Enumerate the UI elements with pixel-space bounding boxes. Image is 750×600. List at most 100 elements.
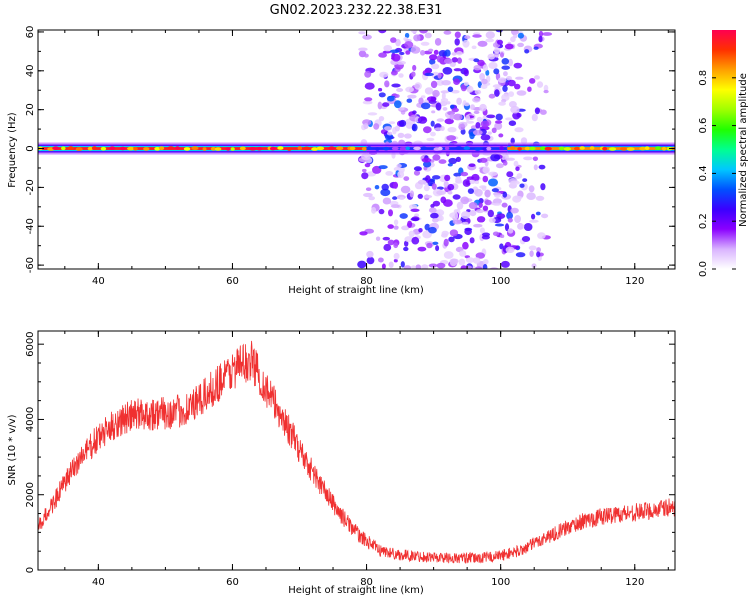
noise-blob — [447, 86, 454, 93]
x-tick-label: 120 — [625, 577, 644, 588]
noise-blob — [529, 78, 536, 84]
noise-blob — [358, 47, 368, 52]
noise-blob — [426, 96, 437, 102]
noise-blob — [482, 175, 489, 183]
noise-blob — [491, 188, 499, 193]
noise-blob — [506, 157, 515, 161]
band-blob — [391, 146, 399, 151]
noise-blob — [410, 46, 421, 54]
noise-blob — [378, 116, 385, 122]
noise-blob — [404, 32, 410, 39]
band-blob — [133, 146, 138, 151]
noise-blob — [447, 163, 453, 167]
band-blob — [383, 146, 389, 151]
colorbar-tick-label: 0.4 — [698, 165, 709, 181]
band-blob — [303, 146, 311, 151]
noise-blob — [536, 247, 541, 253]
band-blob — [574, 146, 580, 151]
noise-blob — [522, 178, 528, 183]
colorbar-tick-label: 0.8 — [698, 70, 709, 86]
noise-blob — [494, 122, 503, 130]
noise-blob — [536, 251, 541, 258]
y-tick-label: 4000 — [25, 407, 36, 432]
noise-blob — [524, 49, 530, 54]
band-blob — [61, 146, 66, 151]
x-tick-label: 100 — [491, 276, 510, 287]
noise-blob — [508, 91, 515, 97]
band-blob — [544, 146, 552, 151]
noise-blob — [534, 75, 540, 80]
noise-blob — [396, 88, 404, 92]
noise-blob — [514, 83, 521, 90]
noise-blob — [443, 58, 453, 64]
noise-blob — [444, 174, 451, 182]
noise-blob — [477, 40, 488, 47]
noise-blob — [467, 188, 474, 195]
noise-blob — [444, 49, 451, 57]
noise-blob — [500, 52, 504, 58]
noise-blob — [490, 153, 501, 162]
noise-blob — [440, 90, 450, 94]
spectrogram-x-label: Height of straight line (km) — [288, 285, 424, 296]
noise-blob — [451, 52, 457, 56]
noise-blob — [411, 265, 416, 269]
noise-blob — [389, 49, 400, 54]
noise-blob — [423, 184, 430, 192]
noise-blob — [460, 265, 468, 269]
noise-blob — [450, 258, 459, 264]
spectrogram-chart: 40 60 80 100 120 60 40 20 0 -20 -40 -60 Height of … — [7, 26, 676, 296]
noise-blob — [458, 123, 466, 131]
noise-blob — [538, 164, 546, 170]
noise-blob — [449, 229, 459, 237]
noise-blob — [407, 220, 413, 228]
noise-blob — [479, 73, 485, 81]
band-blob — [361, 147, 367, 151]
noise-blob — [455, 176, 462, 184]
noise-blob — [409, 204, 418, 210]
noise-blob — [424, 87, 434, 95]
noise-blob — [516, 90, 527, 96]
noise-blob — [468, 202, 478, 210]
band-blob — [437, 146, 443, 151]
noise-blob — [485, 38, 495, 43]
noise-blob — [517, 42, 524, 48]
band-blob — [499, 146, 505, 150]
noise-blob — [503, 71, 508, 77]
noise-blob — [472, 97, 481, 103]
noise-blob — [395, 94, 400, 98]
band-blob — [366, 146, 372, 150]
band-blob — [159, 146, 165, 150]
noise-blob — [424, 32, 432, 39]
noise-blob — [432, 241, 439, 245]
noise-blob — [502, 85, 508, 92]
noise-blob — [418, 97, 424, 105]
noise-blob — [428, 263, 438, 268]
noise-blob — [432, 200, 441, 207]
band-blob — [509, 146, 516, 150]
band-blob — [579, 146, 585, 150]
noise-blob — [517, 32, 525, 39]
noise-blob — [364, 163, 371, 168]
band-blob — [655, 146, 662, 150]
noise-blob — [454, 38, 460, 46]
noise-blob — [357, 260, 367, 269]
noise-blob — [363, 53, 369, 58]
noise-blob — [393, 259, 398, 263]
snr-frame — [37, 330, 676, 571]
noise-blob — [367, 112, 378, 116]
x-tick-label: 40 — [92, 577, 105, 588]
noise-blob — [471, 173, 480, 182]
snr-y-label: SNR (10 * v/v) — [7, 414, 18, 485]
noise-blob — [399, 196, 405, 200]
noise-blob — [410, 30, 418, 33]
noise-blob — [378, 257, 384, 263]
noise-blob — [501, 154, 507, 160]
noise-blob — [456, 51, 463, 56]
noise-blob — [407, 94, 417, 99]
band-blob — [183, 147, 191, 151]
noise-blob — [515, 196, 523, 200]
x-tick-label: 80 — [360, 276, 373, 287]
noise-blob — [447, 190, 453, 195]
noise-blob — [378, 92, 386, 98]
noise-blob — [472, 34, 482, 38]
